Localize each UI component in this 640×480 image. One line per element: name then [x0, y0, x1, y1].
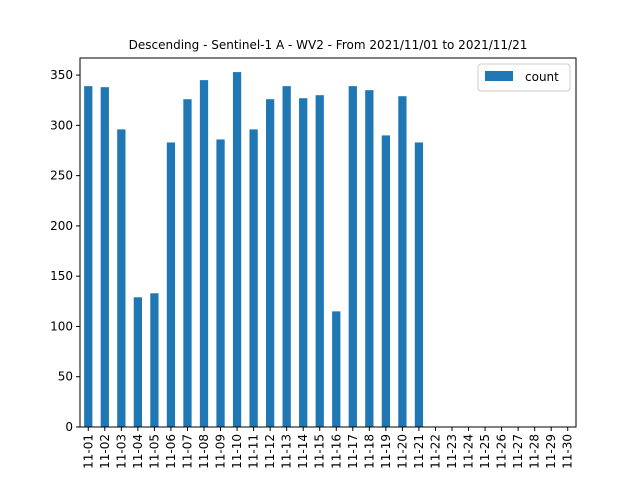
x-tick-label: 11-08: [197, 434, 211, 469]
bar-11-17: [348, 86, 357, 428]
bar-11-06: [166, 142, 176, 427]
bar-11-13: [282, 86, 291, 428]
x-tick-label: 11-16: [329, 434, 343, 469]
bar-11-18: [365, 90, 374, 428]
x-tick-label: 11-29: [544, 434, 558, 469]
legend-swatch: [485, 71, 513, 81]
bar-11-12: [266, 99, 275, 427]
x-tick-label: 11-18: [362, 434, 376, 469]
x-tick-label: 11-11: [247, 434, 261, 469]
bar-11-08: [199, 80, 209, 428]
x-tick-label: 11-04: [131, 434, 145, 469]
chart-title: Descending - Sentinel-1 A - WV2 - From 2…: [129, 38, 528, 52]
x-tick-label: 11-01: [81, 434, 95, 469]
y-tick-label: 250: [50, 169, 73, 183]
x-tick-label: 11-26: [495, 434, 509, 469]
y-tick-label: 100: [50, 319, 73, 333]
x-tick-label: 11-28: [528, 434, 542, 469]
bar-11-02: [100, 87, 109, 427]
x-axis: 11-01 11-02 11-03 11-04 11-05 11-06 11-07 11-08…: [81, 427, 575, 469]
x-tick-label: 11-20: [395, 434, 409, 469]
x-tick-label: 11-13: [280, 434, 294, 469]
x-tick-label: 11-10: [230, 434, 244, 469]
x-tick-label: 11-15: [313, 434, 327, 469]
x-tick-label: 11-30: [561, 434, 575, 469]
x-tick-label: 11-23: [445, 434, 459, 469]
legend: count: [477, 63, 571, 92]
bar-11-07: [183, 99, 192, 427]
y-tick-label: 150: [50, 269, 73, 283]
bars-group: [84, 72, 424, 428]
x-tick-label: 11-14: [296, 434, 310, 469]
bar-11-05: [150, 293, 159, 427]
bar-11-15: [315, 95, 324, 427]
x-tick-label: 11-21: [412, 434, 426, 469]
plot-frame: [79, 57, 577, 428]
bar-11-16: [332, 311, 341, 427]
x-tick-label: 11-07: [180, 434, 194, 469]
y-tick-label: 350: [50, 68, 73, 82]
x-tick-label: 11-02: [98, 434, 112, 469]
bar-11-21: [414, 142, 424, 427]
bar-11-11: [249, 129, 258, 427]
x-tick-label: 11-24: [462, 434, 476, 469]
legend-label: count: [525, 70, 559, 84]
x-tick-label: 11-17: [346, 434, 360, 469]
y-tick-label: 0: [65, 420, 73, 434]
y-tick-label: 200: [50, 219, 73, 233]
bar-11-09: [216, 139, 225, 427]
y-axis: 0 50 100 150 200 250 300 350: [50, 68, 80, 434]
x-tick-label: 11-19: [379, 434, 393, 469]
bar-11-10: [232, 72, 242, 427]
x-tick-label: 11-22: [428, 434, 442, 469]
bar-11-01: [84, 86, 93, 428]
y-tick-label: 300: [50, 118, 73, 132]
x-tick-label: 11-12: [263, 434, 277, 469]
x-tick-label: 11-05: [147, 434, 161, 469]
x-tick-label: 11-09: [214, 434, 228, 469]
legend-box: [477, 63, 571, 92]
x-tick-label: 11-03: [114, 434, 128, 469]
y-tick-label: 50: [58, 370, 73, 384]
bar-11-19: [381, 135, 390, 428]
bar-11-20: [398, 96, 407, 428]
x-tick-label: 11-06: [164, 434, 178, 469]
x-tick-label: 11-27: [511, 434, 525, 469]
x-tick-label: 11-25: [478, 434, 492, 469]
bar-11-04: [133, 297, 142, 427]
bar-11-03: [117, 129, 126, 427]
bar-11-14: [299, 98, 308, 427]
